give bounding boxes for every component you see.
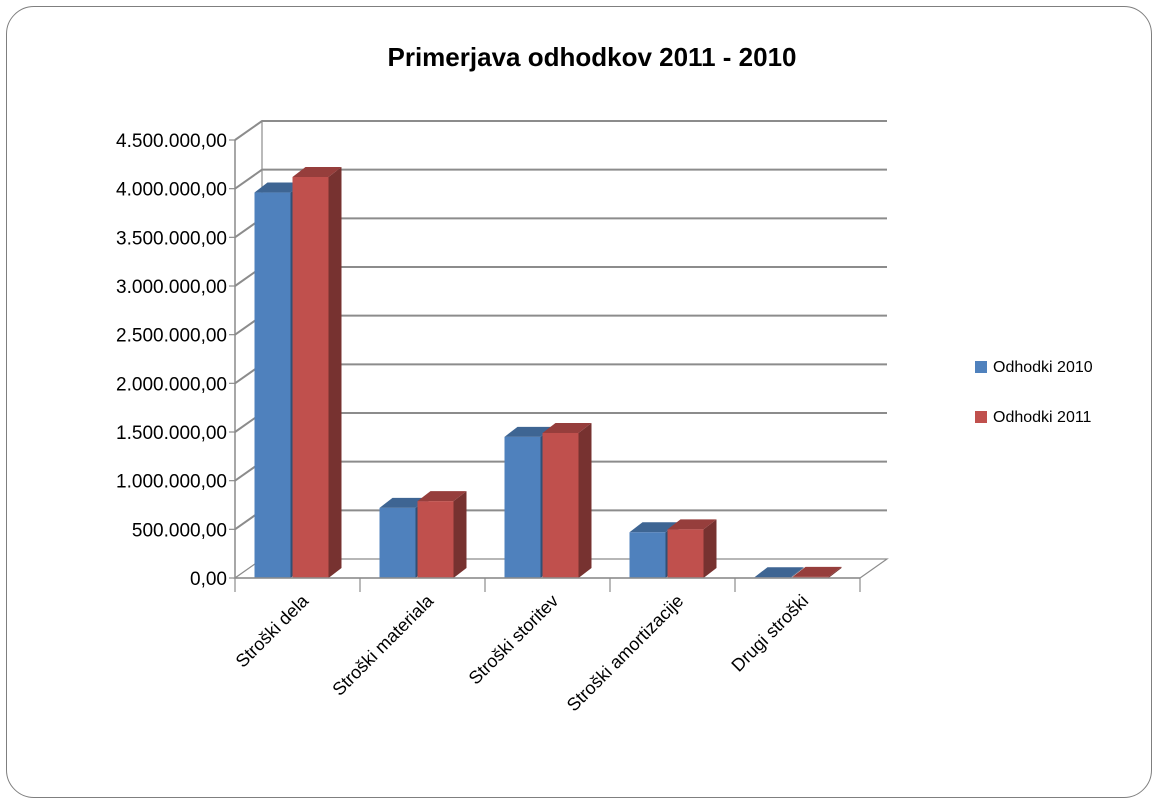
x-tick-label: Stroški storitev xyxy=(465,591,563,689)
bar-side xyxy=(828,566,842,578)
bar-front xyxy=(667,529,704,578)
y-tick-label: 4.500.000,00 xyxy=(116,131,227,152)
y-tick-label: 1.000.000,00 xyxy=(116,472,227,493)
bar-top xyxy=(379,497,429,508)
chart-title: Primerjava odhodkov 2011 - 2010 xyxy=(388,42,797,72)
bar-top xyxy=(754,567,804,578)
bar xyxy=(417,491,467,578)
legend-label: Odhodki 2011 xyxy=(993,409,1092,426)
y-tick-label: 500.000,00 xyxy=(132,520,227,541)
bar-top xyxy=(254,182,304,193)
legend-label: Odhodki 2010 xyxy=(993,359,1093,376)
bar-side xyxy=(790,567,804,578)
bar-top xyxy=(417,491,467,502)
legend-entry: Odhodki 2011 xyxy=(975,409,1092,426)
x-axis-labels: Stroški dela Stroški materiala Stroški sto… xyxy=(232,590,813,715)
bar xyxy=(542,422,592,578)
bar xyxy=(292,166,342,578)
bar-top xyxy=(667,519,717,530)
legend-swatch xyxy=(975,411,987,423)
axes xyxy=(234,140,861,592)
bars xyxy=(254,166,842,578)
bar-side xyxy=(453,491,467,578)
bar-top xyxy=(792,566,842,577)
x-tick-label: Drugi stroški xyxy=(727,591,812,676)
y-tick-label: 4.000.000,00 xyxy=(116,180,227,201)
bar xyxy=(667,519,717,578)
bar-side xyxy=(703,519,717,578)
bar-top xyxy=(292,166,342,177)
y-tick-label: 3.000.000,00 xyxy=(116,277,227,298)
legend-entry: Odhodki 2010 xyxy=(975,359,1093,376)
bar-front xyxy=(417,501,454,578)
x-tick-label: Stroški amortizacije xyxy=(563,591,687,715)
bar-side xyxy=(328,166,342,578)
y-tick-label: 3.500.000,00 xyxy=(116,228,227,249)
chart-frame xyxy=(6,6,1152,798)
gridline xyxy=(234,168,887,190)
bar-front xyxy=(254,192,291,578)
y-tick-label: 2.500.000,00 xyxy=(116,326,227,347)
legend-swatch xyxy=(975,361,987,373)
y-tick-label: 1.500.000,00 xyxy=(116,423,227,444)
y-tick-label: 2.000.000,00 xyxy=(116,374,227,395)
bar-front xyxy=(504,436,541,578)
bar-top xyxy=(629,522,679,533)
bar-front xyxy=(542,432,579,578)
bar-front xyxy=(292,176,329,578)
bar-top xyxy=(542,422,592,433)
bar-front xyxy=(379,507,416,578)
x-tick-label: Stroški dela xyxy=(232,590,313,671)
bar-top xyxy=(504,426,554,437)
legend: Odhodki 2010 Odhodki 2011 xyxy=(975,359,1093,426)
bar-side xyxy=(578,422,592,578)
x-tick-label: Stroški materiala xyxy=(328,590,438,700)
bar-front xyxy=(629,532,666,578)
gridline xyxy=(234,120,887,141)
y-tick-label: 0,00 xyxy=(190,569,227,590)
y-axis-ticks: 0,00 500.000,00 1.000.000,00 1.500.000,00 2.… xyxy=(116,131,235,590)
